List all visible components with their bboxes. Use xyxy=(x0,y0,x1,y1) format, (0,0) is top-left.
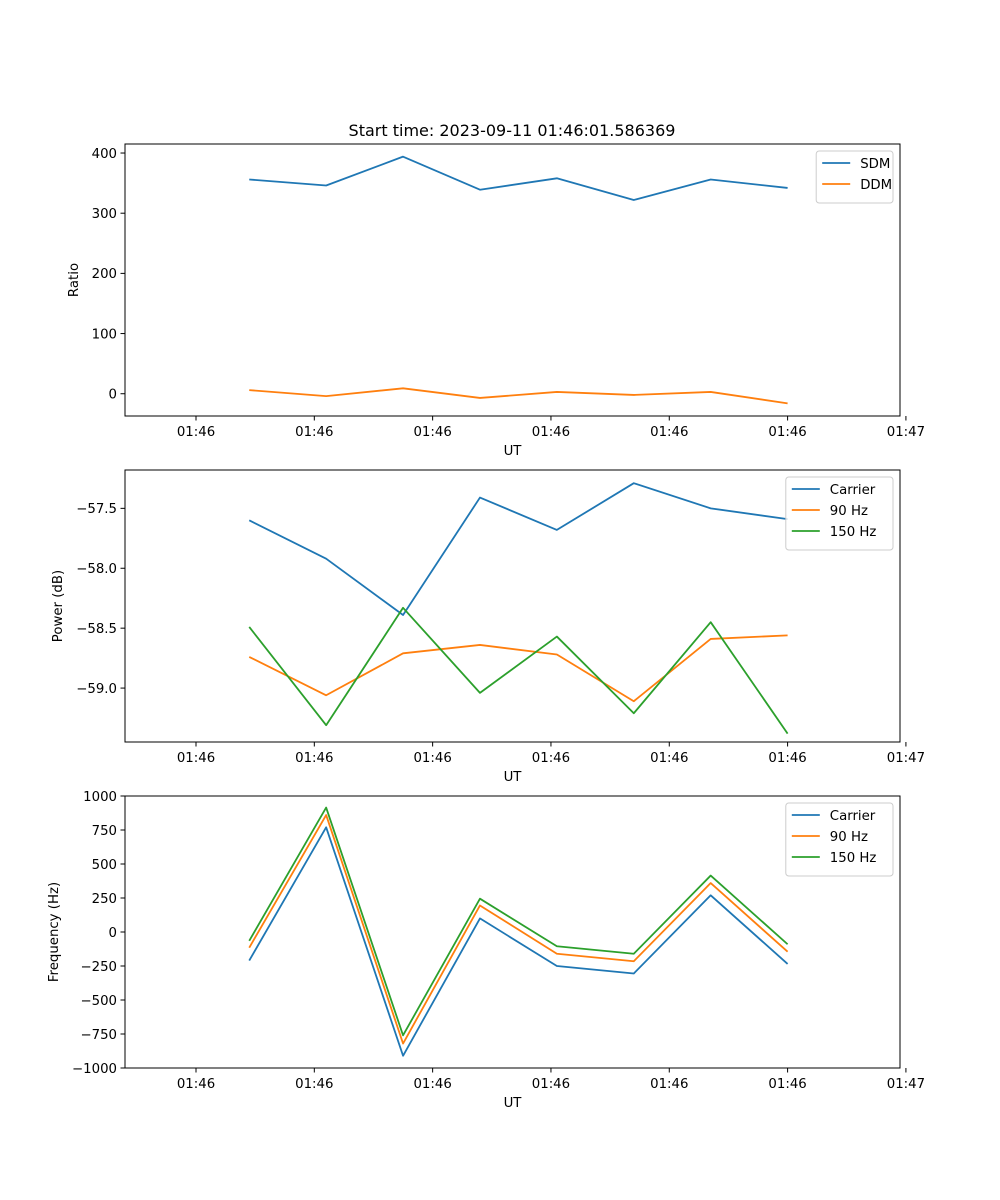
axes-frame xyxy=(124,469,901,743)
y-tick-label: 0 xyxy=(109,926,117,941)
x-axis-label: UT xyxy=(504,1096,523,1111)
y-axis-label: Power (dB) xyxy=(51,570,66,642)
x-tick-label: 01:46 xyxy=(295,1077,333,1092)
legend-label: DDM xyxy=(860,178,892,193)
legend-label: 90 Hz xyxy=(830,504,868,519)
panels: 01:46 01:46 01:46 01:46 01:46 01:46 01:47 0 100 2… xyxy=(47,143,925,1111)
series-line-carrier xyxy=(248,482,788,616)
x-tick-label: 01:46 xyxy=(650,751,688,766)
x-tick-label: 01:46 xyxy=(413,1077,451,1092)
x-tick-label: 01:46 xyxy=(177,751,215,766)
legend-label: Carrier xyxy=(830,809,876,824)
x-tick-label: 01:46 xyxy=(768,1077,806,1092)
y-tick-label: 750 xyxy=(92,824,117,839)
y-tick-label: −750 xyxy=(80,1028,117,1043)
x-tick-label: 01:46 xyxy=(295,751,333,766)
legend-label: Carrier xyxy=(830,483,876,498)
x-tick-label: 01:46 xyxy=(650,1077,688,1092)
x-tick-label: 01:47 xyxy=(887,751,925,766)
legend: SDM DDM xyxy=(815,150,894,204)
legend-label: 90 Hz xyxy=(830,830,868,845)
figure-title: Start time: 2023-09-11 01:46:01.586369 xyxy=(349,121,676,140)
y-tick-label: −500 xyxy=(80,994,117,1009)
x-tick-label: 01:47 xyxy=(887,1077,925,1092)
legend-box xyxy=(815,150,894,204)
series-line-sdm xyxy=(249,155,788,201)
panel-2: 01:46 01:46 01:46 01:46 01:46 01:46 01:47 −59.0… xyxy=(51,469,925,785)
y-tick-label: −58.5 xyxy=(76,622,117,637)
series-line-ddm xyxy=(249,387,788,405)
x-tick-label: 01:46 xyxy=(177,425,215,440)
x-tick-label: 01:46 xyxy=(532,751,570,766)
legend-label: 150 Hz xyxy=(830,525,877,540)
y-tick-label: −1000 xyxy=(72,1062,117,1077)
y-tick-label: 300 xyxy=(92,207,117,222)
series-line-150-hz xyxy=(248,606,789,735)
panel-1: 01:46 01:46 01:46 01:46 01:46 01:46 01:47 0 100 2… xyxy=(67,143,925,459)
x-tick-label: 01:47 xyxy=(887,425,925,440)
x-tick-label: 01:46 xyxy=(768,425,806,440)
y-tick-label: 1000 xyxy=(83,790,117,805)
y-tick-label: −57.5 xyxy=(76,502,117,517)
panel-3: 01:46 01:46 01:46 01:46 01:46 01:46 01:47 −1000… xyxy=(47,790,925,1111)
x-tick-label: 01:46 xyxy=(768,751,806,766)
axes-frame xyxy=(124,143,901,417)
series-line-carrier xyxy=(248,826,789,1057)
y-axis-label: Ratio xyxy=(67,263,82,297)
series-line-90-hz xyxy=(248,634,788,703)
x-tick-label: 01:46 xyxy=(295,425,333,440)
legend-label: SDM xyxy=(860,157,890,172)
legend: Carrier 90 Hz 150 Hz xyxy=(785,476,894,551)
y-tick-label: 500 xyxy=(92,858,117,873)
y-tick-label: 200 xyxy=(92,267,117,282)
y-tick-label: 250 xyxy=(92,892,117,907)
x-axis-label: UT xyxy=(504,444,523,459)
y-tick-label: 0 xyxy=(109,388,117,403)
x-tick-label: 01:46 xyxy=(532,425,570,440)
x-tick-label: 01:46 xyxy=(413,751,451,766)
x-tick-label: 01:46 xyxy=(532,1077,570,1092)
y-tick-label: −250 xyxy=(80,960,117,975)
y-tick-label: 100 xyxy=(92,327,117,342)
series-line-150-hz xyxy=(248,806,789,1037)
legend-label: 150 Hz xyxy=(830,851,877,866)
y-tick-label: −58.0 xyxy=(76,562,117,577)
x-tick-label: 01:46 xyxy=(650,425,688,440)
x-tick-label: 01:46 xyxy=(413,425,451,440)
legend: Carrier 90 Hz 150 Hz xyxy=(785,802,894,877)
series-line-90-hz xyxy=(248,814,789,1045)
x-axis-label: UT xyxy=(504,770,523,785)
y-tick-label: −59.0 xyxy=(76,682,117,697)
y-axis-label: Frequency (Hz) xyxy=(47,882,62,982)
x-tick-label: 01:46 xyxy=(177,1077,215,1092)
y-tick-label: 400 xyxy=(92,147,117,162)
